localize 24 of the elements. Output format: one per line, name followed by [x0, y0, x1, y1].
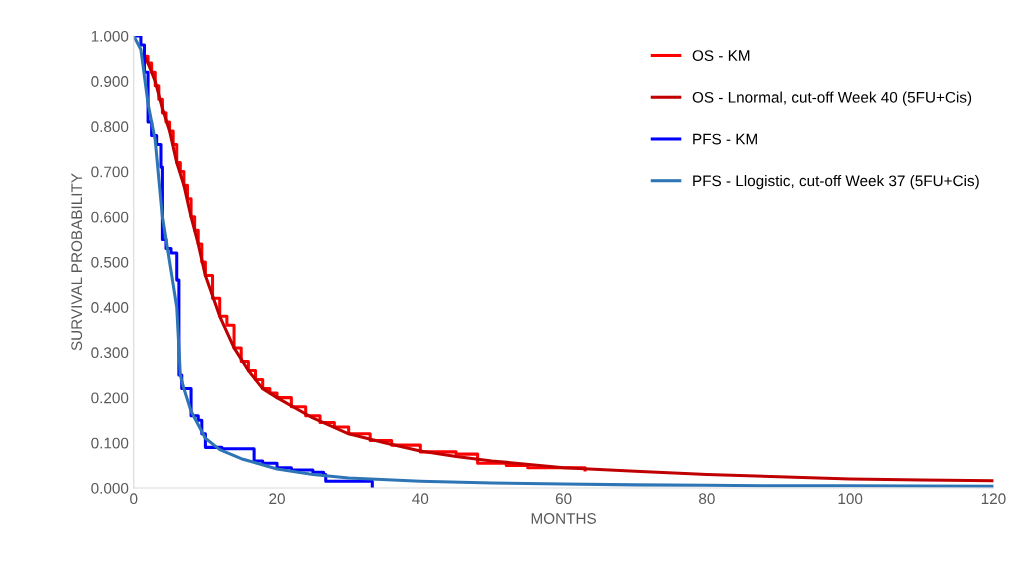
y-tick-label: 0.000 — [91, 482, 129, 494]
x-tick-label: 100 — [838, 493, 863, 505]
y-tick-label: 0.700 — [91, 166, 129, 178]
legend-label: PFS - Llogistic, cut-off Week 37 (5FU+Cis) — [693, 175, 979, 190]
x-axis-title: MONTHS — [531, 513, 596, 524]
x-tick-label: 60 — [555, 493, 572, 505]
y-tick-label: 0.600 — [91, 211, 129, 223]
y-tick-label: 0.500 — [91, 256, 129, 268]
y-tick-label: 0.100 — [91, 437, 129, 449]
y-tick-label: 0.900 — [91, 76, 129, 87]
y-tick-label: 0.800 — [91, 121, 129, 133]
y-axis-title: SURVIVAL PROBABILITY — [71, 173, 83, 351]
x-tick-label: 120 — [981, 493, 1006, 505]
y-tick-label: 0.300 — [91, 347, 129, 359]
x-tick-label: 80 — [699, 493, 715, 505]
legend-label: OS - Lnormal, cut-off Week 40 (5FU+Cis) — [692, 91, 972, 106]
x-tick-label: 20 — [269, 493, 285, 505]
x-tick-label: 40 — [412, 493, 429, 505]
x-tick-label: 0 — [130, 493, 138, 505]
y-tick-label: 1.000 — [91, 30, 129, 42]
y-tick-label: 0.200 — [91, 392, 129, 404]
y-tick-label: 0.400 — [91, 302, 129, 313]
legend-label: PFS - KM — [693, 133, 757, 145]
legend-label: OS - KM — [692, 50, 750, 61]
